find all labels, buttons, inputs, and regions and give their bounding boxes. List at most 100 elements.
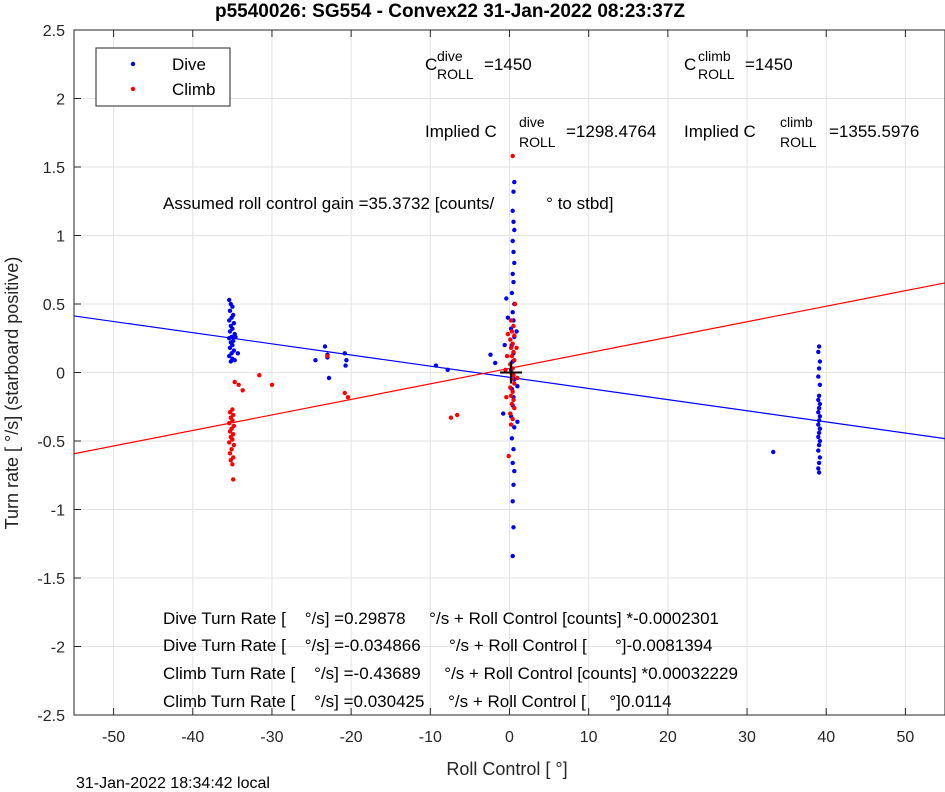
dive-point xyxy=(445,367,450,372)
dive-point xyxy=(231,321,237,326)
dive-point xyxy=(235,351,241,356)
climb-point xyxy=(515,375,520,381)
dive-point xyxy=(511,279,516,285)
dive-point xyxy=(816,393,822,398)
legend-box xyxy=(95,47,231,107)
y-axis-label: Turn rate [ °/s] (starboard positive) xyxy=(2,257,22,530)
climb-fit-equation-degrees: Climb Turn Rate [ °/s] =0.030425 °/s + R… xyxy=(163,692,672,711)
dive-point xyxy=(510,460,515,466)
climb-point xyxy=(512,333,517,338)
dive-point xyxy=(232,358,237,363)
climb-point xyxy=(342,390,347,396)
c-roll-climb-value: =1450 xyxy=(745,55,793,74)
dive-point xyxy=(511,447,516,452)
c-roll-dive-sup: dive xyxy=(437,48,463,64)
dive-point xyxy=(326,375,332,381)
climb-point xyxy=(512,405,517,411)
dive-point xyxy=(512,468,517,474)
dive-point xyxy=(227,345,233,350)
legend-dive-marker xyxy=(130,61,136,67)
climb-point xyxy=(508,345,514,350)
implied-dive-annotation: Implied C dive ROLL =1298.4764 xyxy=(425,114,656,150)
dive-point xyxy=(504,296,509,301)
climb-point xyxy=(257,373,262,378)
dive-point xyxy=(510,553,515,559)
climb-point xyxy=(455,412,460,418)
x-tick-label: -20 xyxy=(340,729,363,746)
x-tick-label: -10 xyxy=(419,729,442,746)
implied-climb-main: Implied C xyxy=(684,122,756,141)
climb-point xyxy=(506,453,511,459)
dive-point xyxy=(509,436,515,441)
climb-point xyxy=(511,397,516,403)
dive-point xyxy=(493,360,498,366)
climb-point xyxy=(509,401,515,407)
climb-point xyxy=(512,301,518,307)
x-tick-label: 20 xyxy=(659,729,677,746)
dive-point xyxy=(505,315,511,320)
dive-point xyxy=(227,308,233,313)
climb-point xyxy=(231,442,237,448)
dive-point xyxy=(510,310,515,315)
dive-point xyxy=(512,179,517,185)
dive-fit-equation-counts: Dive Turn Rate [ °/s] =0.29878 °/s + Rol… xyxy=(163,609,719,628)
dive-point xyxy=(816,344,822,349)
dive-point xyxy=(816,397,821,403)
climb-point xyxy=(505,331,511,337)
dive-point xyxy=(816,418,822,423)
climb-point xyxy=(232,379,237,385)
dive-point xyxy=(502,342,507,348)
dive-point xyxy=(816,366,822,371)
climb-point xyxy=(227,429,233,434)
dive-point xyxy=(514,329,519,334)
climb-point xyxy=(227,421,232,426)
climb-point xyxy=(508,422,514,427)
c-roll-dive-value: =1450 xyxy=(484,55,532,74)
climb-point xyxy=(269,382,275,387)
dive-point xyxy=(510,499,515,504)
implied-dive-sup: dive xyxy=(519,114,545,130)
dive-point xyxy=(816,422,821,427)
implied-climb-sup: climb xyxy=(780,114,813,130)
c-roll-climb-main: C xyxy=(684,55,696,74)
climb-point xyxy=(240,388,245,393)
y-tick-label: -2.5 xyxy=(37,708,65,725)
climb-point xyxy=(508,337,513,342)
dive-point xyxy=(313,358,318,363)
dive-point xyxy=(322,344,328,349)
climb-point xyxy=(510,341,515,346)
dive-point xyxy=(227,297,232,303)
y-tick-label: 2.5 xyxy=(43,23,65,40)
dive-point xyxy=(227,336,232,341)
y-tick-label: -2 xyxy=(51,640,65,657)
climb-point xyxy=(508,318,514,323)
x-axis-ticks: -50 -40 -30 -20 -10 0 10 20 30 40 50 xyxy=(102,30,914,746)
y-tick-label: 1 xyxy=(56,229,65,246)
climb-point xyxy=(504,395,509,400)
dive-point xyxy=(817,438,823,444)
x-tick-label: 40 xyxy=(817,729,835,746)
dive-point xyxy=(515,419,520,424)
implied-dive-value: =1298.4764 xyxy=(566,122,656,141)
climb-point xyxy=(230,462,235,467)
dive-point xyxy=(510,271,515,277)
dive-point xyxy=(227,329,233,334)
dive-point xyxy=(227,318,232,323)
dive-point xyxy=(512,425,517,430)
climb-point xyxy=(227,451,233,456)
y-tick-label: -1 xyxy=(51,503,65,520)
climb-point xyxy=(514,345,519,350)
c-roll-climb-sup: climb xyxy=(698,48,731,64)
implied-climb-value: =1355.5976 xyxy=(829,122,919,141)
dive-point xyxy=(511,525,516,530)
c-roll-dive-annotation: C dive ROLL =1450 xyxy=(425,48,532,82)
dive-point xyxy=(344,358,349,363)
climb-point xyxy=(227,410,233,415)
timestamp-footer: 31-Jan-2022 18:34:42 local xyxy=(76,775,270,792)
dive-fit-line xyxy=(73,315,945,440)
dive-point xyxy=(816,470,822,475)
legend-climb-marker xyxy=(130,86,136,92)
dive-point xyxy=(342,351,347,356)
climb-point xyxy=(236,382,241,387)
dive-point xyxy=(816,442,822,448)
